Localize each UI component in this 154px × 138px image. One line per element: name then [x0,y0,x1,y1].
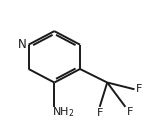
Text: NH$_2$: NH$_2$ [52,106,75,119]
Text: N: N [18,38,27,51]
Text: F: F [136,84,143,94]
Text: F: F [97,108,103,118]
Text: F: F [127,107,134,117]
